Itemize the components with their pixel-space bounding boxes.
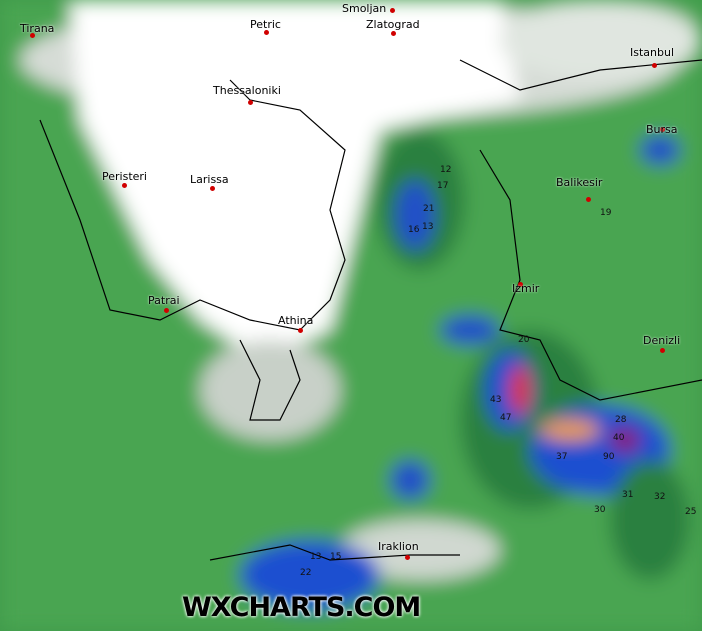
precip-value: 17 <box>437 181 449 191</box>
precip-value: 30 <box>594 505 606 515</box>
precip-value: 15 <box>330 552 342 562</box>
city-marker <box>405 555 410 560</box>
precip-value: 20 <box>518 335 530 345</box>
city-marker <box>30 33 35 38</box>
city-label: Patrai <box>148 294 180 307</box>
precip-value: 13 <box>310 552 322 562</box>
city-marker <box>660 348 665 353</box>
city-label: Istanbul <box>630 46 675 59</box>
precip-value: 19 <box>600 208 612 218</box>
city-marker <box>122 183 127 188</box>
city-marker <box>210 186 215 191</box>
city-marker <box>164 308 169 313</box>
city-label: Zlatograd <box>366 18 420 31</box>
city-label: Petric <box>250 18 281 31</box>
precip-value: 32 <box>654 492 666 502</box>
city-marker <box>248 100 253 105</box>
precip-value: 31 <box>622 490 634 500</box>
city-label: Denizli <box>643 334 681 347</box>
precip-value: 22 <box>300 568 312 578</box>
precip-value: 16 <box>408 225 420 235</box>
city-marker <box>390 8 395 13</box>
precip-value: 43 <box>490 395 502 405</box>
precip-value: 21 <box>423 204 435 214</box>
city-label: Iraklion <box>378 540 419 553</box>
city-label: Bursa <box>646 123 678 136</box>
city-label: Smoljan <box>342 2 387 15</box>
city-label: Larissa <box>190 173 229 186</box>
city-label: Peristeri <box>102 170 147 183</box>
precip-value: 90 <box>603 452 615 462</box>
city-marker <box>391 31 396 36</box>
wxcharts-watermark: WXCHARTS.COM <box>182 592 421 623</box>
precip-value: 12 <box>440 165 452 175</box>
precip-value: 47 <box>500 413 512 423</box>
precip-value: 25 <box>685 507 697 517</box>
city-marker <box>298 328 303 333</box>
city-marker <box>586 197 591 202</box>
city-marker <box>264 30 269 35</box>
city-label: Thessaloniki <box>213 84 281 97</box>
city-label: Tirana <box>20 22 55 35</box>
city-marker <box>518 282 523 287</box>
precip-value: 40 <box>613 433 625 443</box>
city-marker <box>652 63 657 68</box>
city-label: Athina <box>278 314 314 327</box>
city-marker <box>660 127 665 132</box>
precip-value: 13 <box>422 222 434 232</box>
precip-value: 37 <box>556 452 568 462</box>
city-label: Balikesir <box>556 176 603 189</box>
precip-value: 28 <box>615 415 627 425</box>
city-label: Izmir <box>512 282 540 295</box>
